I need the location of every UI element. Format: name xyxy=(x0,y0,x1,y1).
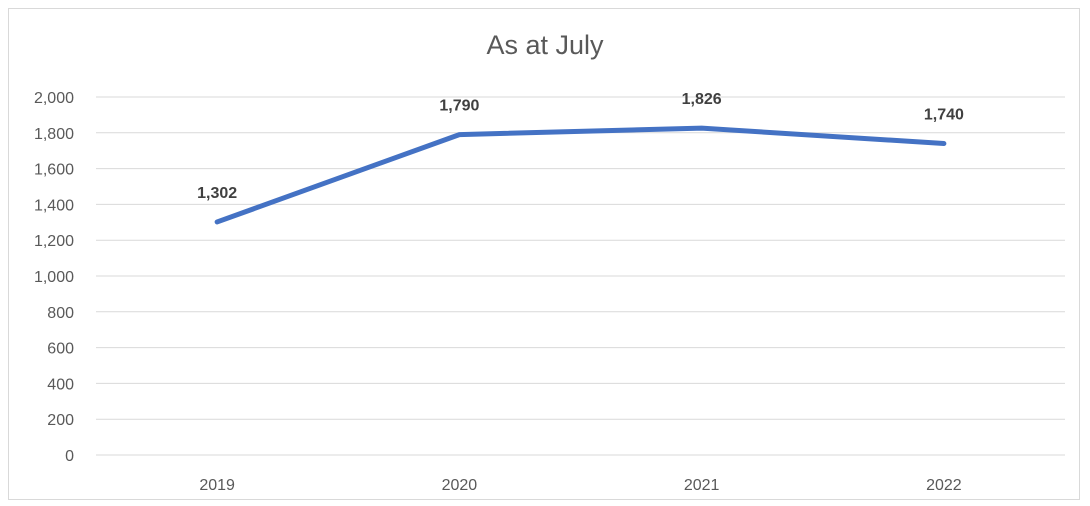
x-axis-tick-labels: 2019 2020 2021 2022 xyxy=(199,477,961,494)
y-tick-label: 1,000 xyxy=(34,269,74,286)
y-tick-label: 800 xyxy=(47,305,74,322)
chart-title: As at July xyxy=(486,30,604,60)
y-tick-label: 1,800 xyxy=(34,126,74,143)
series-line xyxy=(214,125,947,225)
x-tick-label: 2022 xyxy=(926,477,962,494)
data-label: 1,302 xyxy=(197,185,237,202)
data-label: 1,790 xyxy=(439,98,479,115)
chart-frame xyxy=(8,8,1080,500)
data-labels: 1,302 1,790 1,826 1,740 xyxy=(197,91,964,202)
x-tick-label: 2021 xyxy=(684,477,720,494)
series-layer xyxy=(214,125,947,225)
y-tick-label: 0 xyxy=(65,448,74,465)
x-tick-label: 2019 xyxy=(199,477,235,494)
y-axis-tick-labels: 0 200 400 600 800 1,000 1,200 1,400 1,600 1,800 2,… xyxy=(34,90,74,465)
y-tick-label: 400 xyxy=(47,376,74,393)
y-tick-label: 1,400 xyxy=(34,197,74,214)
gridlines xyxy=(96,96,1065,456)
y-tick-label: 1,200 xyxy=(34,233,74,250)
y-tick-label: 1,600 xyxy=(34,162,74,179)
data-label: 1,740 xyxy=(924,107,964,124)
y-tick-label: 200 xyxy=(47,412,74,429)
data-label: 1,826 xyxy=(682,91,722,108)
x-tick-label: 2020 xyxy=(442,477,478,494)
y-tick-label: 2,000 xyxy=(34,90,74,107)
y-tick-label: 600 xyxy=(47,341,74,358)
